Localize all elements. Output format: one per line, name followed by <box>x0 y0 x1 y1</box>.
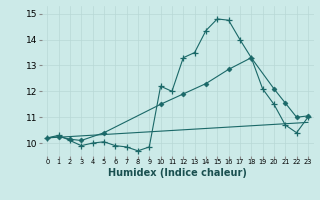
X-axis label: Humidex (Indice chaleur): Humidex (Indice chaleur) <box>108 168 247 178</box>
